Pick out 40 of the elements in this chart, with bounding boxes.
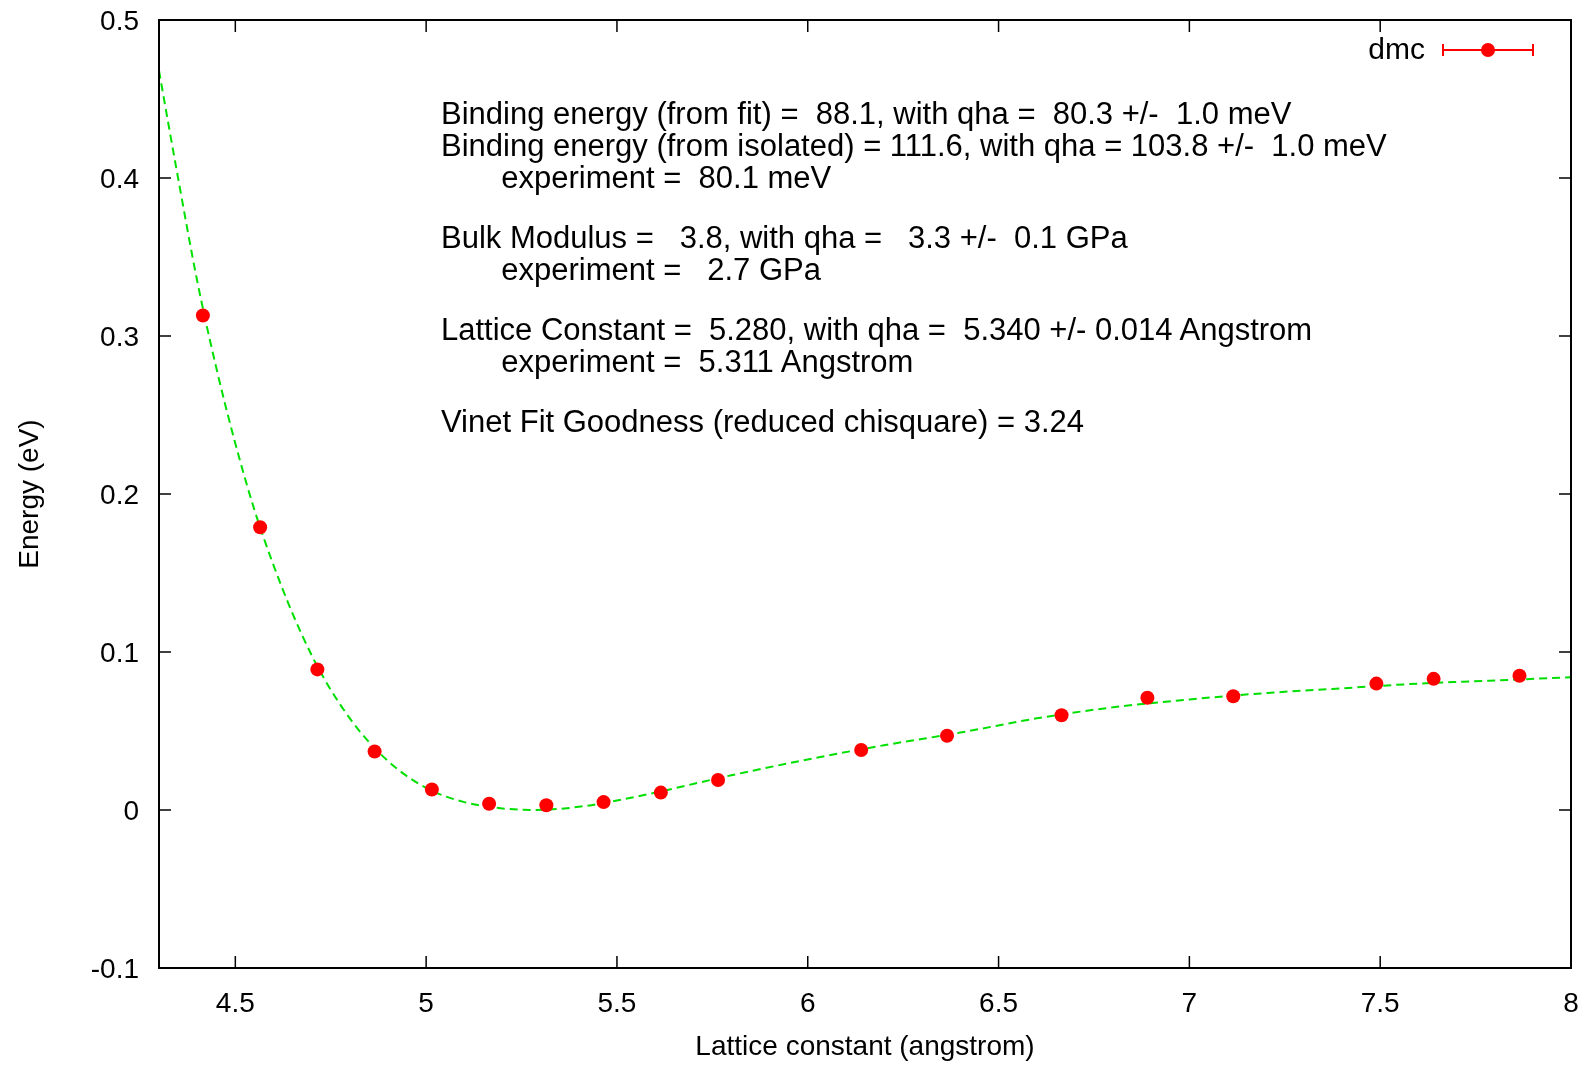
y-tick-label: 0.1 <box>100 637 139 668</box>
y-tick-label: 0.2 <box>100 479 139 510</box>
annotation: Bulk Modulus = 3.8, with qha = 3.3 +/- 0.1 GPa experiment = 2.7 GPa <box>441 220 1129 287</box>
annotation: Binding energy (from fit) = 88.1, with qha = 80.3 +/- 1.0 meV Binding energy (from isolated) = 111.6, with qha = 103.8 +/- 1.0 meV experiment = 80.1 meV <box>441 96 1388 195</box>
x-tick-label: 6 <box>799 987 816 1018</box>
y-tick-label: 0.5 <box>100 5 139 36</box>
point <box>1054 708 1069 723</box>
point <box>253 520 268 535</box>
annotation: Lattice Constant = 5.280, with qha = 5.340 +/- 0.014 Angstrom experiment = 5.311 Angstrom <box>441 312 1313 379</box>
point <box>711 772 726 787</box>
y-tick-label: -0.1 <box>90 953 139 984</box>
annotation: Vinet Fit Goodness (reduced chisquare) = 3.24 <box>441 404 1085 439</box>
point <box>1226 689 1241 704</box>
x-tick-label: 5 <box>418 987 434 1018</box>
point <box>482 796 497 811</box>
point <box>653 785 668 800</box>
y-tick-label: 0.3 <box>100 321 139 352</box>
point <box>1369 676 1384 691</box>
x-tick-label: 5.5 <box>597 987 637 1018</box>
y-tick-label: 0.4 <box>100 163 139 194</box>
point <box>854 742 869 757</box>
point <box>539 798 554 813</box>
point <box>596 795 611 810</box>
x-tick-label: 6.5 <box>979 987 1019 1018</box>
x-axis-title: Lattice constant (angstrom) <box>695 1030 1035 1061</box>
x-tick-label: 8 <box>1563 987 1579 1018</box>
x-tick-label: 4.5 <box>215 987 255 1018</box>
x-tick-label: 7 <box>1181 987 1198 1018</box>
point <box>367 744 382 759</box>
point <box>195 308 210 323</box>
point <box>310 662 325 677</box>
y-axis-title: Energy (eV) <box>13 419 44 569</box>
point <box>424 782 439 797</box>
x-tick-label: 7.5 <box>1360 987 1400 1018</box>
point <box>1512 668 1527 683</box>
point <box>1426 671 1441 686</box>
legend-label: dmc <box>1368 32 1425 65</box>
point <box>1140 690 1155 705</box>
y-tick-label: 0 <box>123 795 139 826</box>
point <box>940 728 955 743</box>
